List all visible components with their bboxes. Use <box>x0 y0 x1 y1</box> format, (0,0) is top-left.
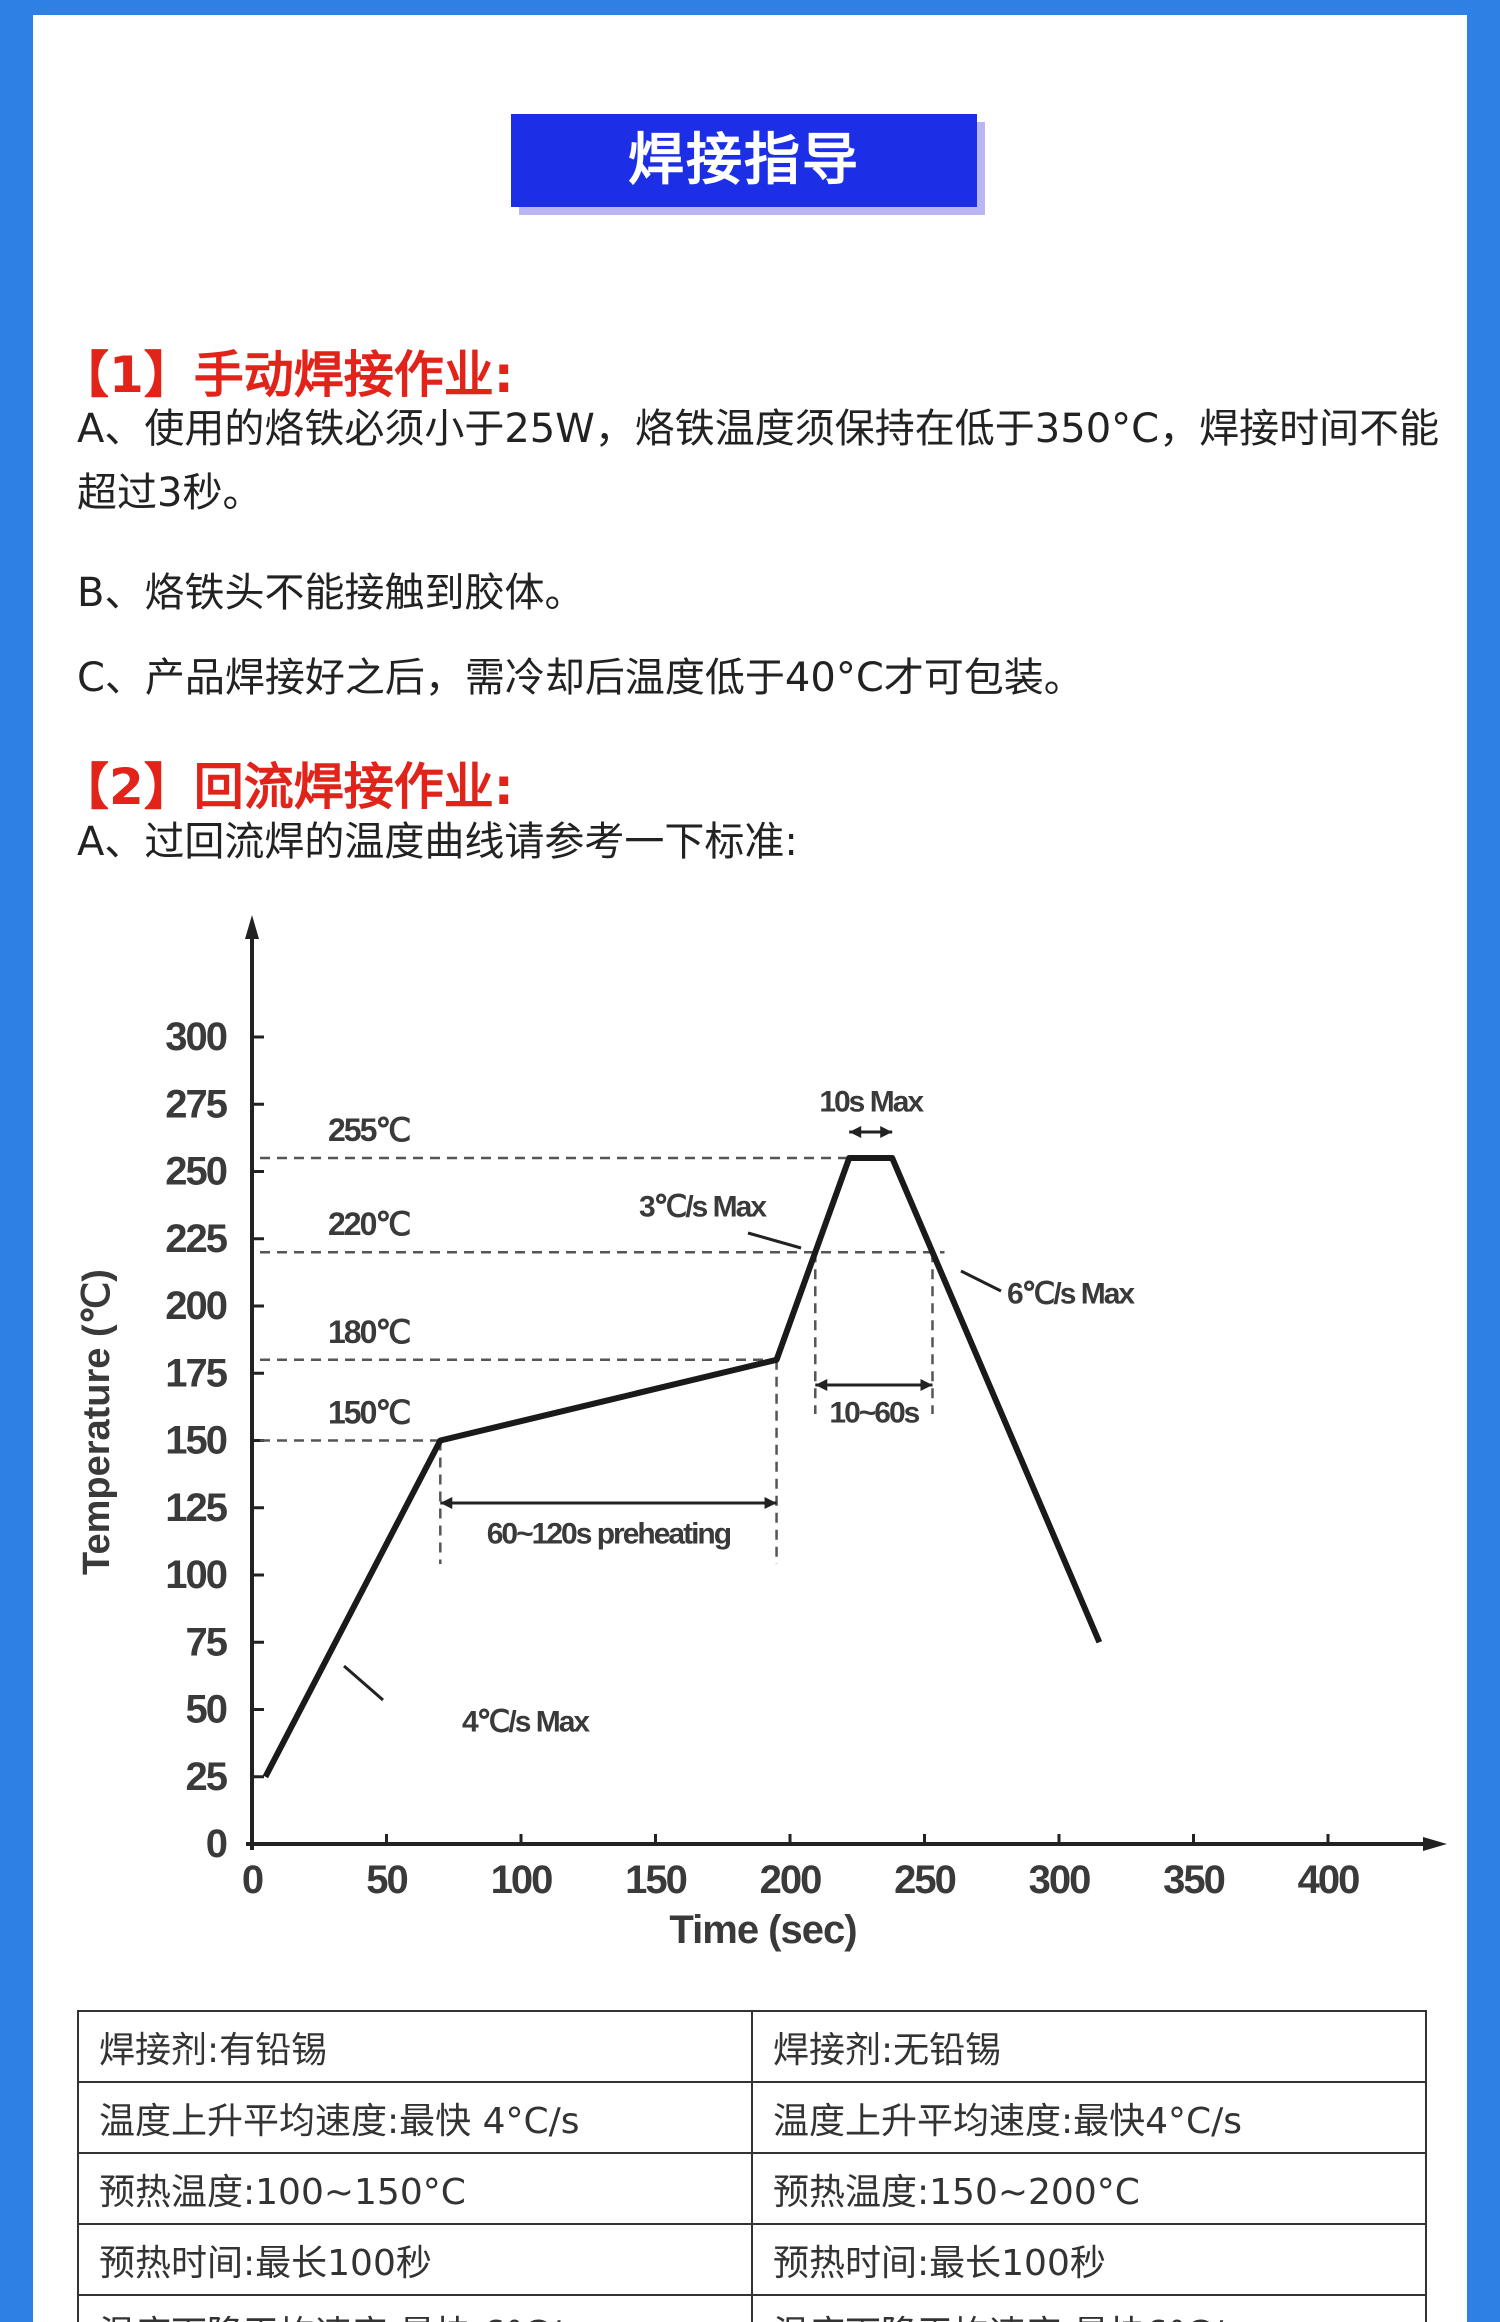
arrow-head <box>849 1126 893 1139</box>
x-tick-label: 400 <box>1298 1858 1359 1902</box>
paragraph: B、烙铁头不能接触到胶体。 <box>77 570 585 616</box>
y-tick-label: 275 <box>165 1082 227 1126</box>
y-tick-label: 75 <box>186 1620 228 1664</box>
table-cell: 预热时间:最长100秒 <box>77 2223 753 2296</box>
section-heading: 【1】手动焊接作业: <box>59 346 514 404</box>
x-axis-label: Time (sec) <box>669 1908 856 1952</box>
paragraph: A、过回流焊的温度曲线请参考一下标准: <box>77 819 798 865</box>
y-tick-label: 250 <box>165 1150 226 1194</box>
x-tick-label: 50 <box>366 1858 407 1902</box>
table-row: 预热温度:100~150°C 预热温度:150~200°C <box>77 2152 1427 2225</box>
y-tick-label: 175 <box>165 1351 227 1395</box>
annotation: 10~60s <box>829 1397 919 1430</box>
x-tick-label: 150 <box>625 1858 686 1902</box>
annotation: 3℃/s Max <box>639 1191 767 1224</box>
axis-arrow <box>1423 1837 1447 1851</box>
leader-line <box>960 1269 1002 1293</box>
y-tick-label: 300 <box>165 1015 226 1059</box>
reference-label: 220℃ <box>328 1206 410 1242</box>
paragraph: C、产品焊接好之后，需冷却后温度低于40°C才可包装。 <box>77 655 1084 701</box>
section-heading: 【2】回流焊接作业: <box>59 758 514 816</box>
table-cell: 焊接剂:有铅锡 <box>77 2010 753 2083</box>
annotation: 10s Max <box>819 1086 924 1119</box>
y-tick-label: 25 <box>186 1755 228 1799</box>
y-tick-label: 0 <box>206 1822 227 1866</box>
y-tick-label: 200 <box>165 1284 226 1328</box>
temperature-curve <box>262 1155 1103 1779</box>
leader-line <box>747 1231 802 1250</box>
annotation: 4℃/s Max <box>462 1706 590 1739</box>
table-cell: 预热温度:150~200°C <box>751 2152 1427 2225</box>
table: 焊接剂:有铅锡 焊接剂:无铅锡 温度上升平均速度:最快 4°C/s 温度上升平均速度:… <box>77 2010 1427 2322</box>
leader-line <box>343 1664 384 1702</box>
y-tick-label: 100 <box>165 1553 226 1597</box>
reference-label: 150℃ <box>328 1395 410 1431</box>
table-cell: 焊接剂:无铅锡 <box>751 2010 1427 2083</box>
table-row: 温度上升平均速度:最快 4°C/s 温度上升平均速度:最快4°C/s <box>77 2081 1427 2154</box>
table-cell: 温度上升平均速度:最快 4°C/s <box>77 2081 753 2154</box>
y-tick-label: 50 <box>186 1688 227 1732</box>
table-cell: 预热温度:100~150°C <box>77 2152 753 2225</box>
table-cell: 温度下降平均速度:最快6°C/s <box>751 2294 1427 2322</box>
y-tick-label: 150 <box>165 1419 226 1463</box>
y-tick-label: 225 <box>165 1217 227 1261</box>
axis-arrow <box>245 915 259 939</box>
paragraph: A、使用的烙铁必须小于25W，烙铁温度须保持在低于350°C，焊接时间不能超过3… <box>77 406 1440 516</box>
panel: 焊接指导 【1】手动焊接作业: A、使用的烙铁必须小于25W，烙铁温度须保持在低… <box>33 15 1467 2322</box>
x-tick-label: 0 <box>242 1858 263 1902</box>
table-row: 焊接剂:有铅锡 焊接剂:无铅锡 <box>77 2010 1427 2083</box>
table-row: 预热时间:最长100秒 预热时间:最长100秒 <box>77 2223 1427 2296</box>
arrow-head <box>815 1379 933 1391</box>
x-tick-label: 100 <box>491 1858 552 1902</box>
table-cell: 预热时间:最长100秒 <box>751 2223 1427 2296</box>
x-tick-label: 300 <box>1029 1858 1090 1902</box>
table-cell: 温度上升平均速度:最快4°C/s <box>751 2081 1427 2154</box>
annotation: 6℃/s Max <box>1007 1278 1135 1311</box>
reference-label: 255℃ <box>328 1112 410 1148</box>
title: 焊接指导 <box>511 114 977 207</box>
x-tick-label: 350 <box>1163 1858 1224 1902</box>
reference-label: 180℃ <box>328 1314 410 1350</box>
annotation: 60~120s preheating <box>487 1518 731 1551</box>
y-axis-label: Temperature (℃) <box>76 1269 118 1575</box>
y-tick-label: 125 <box>165 1486 227 1530</box>
x-tick-label: 200 <box>760 1858 821 1902</box>
x-tick-label: 250 <box>894 1858 955 1902</box>
table-row: 温度下降平均速度:最快 6°C/s温度下降平均速度:最快6°C/s <box>77 2294 1427 2322</box>
table-cell: 温度下降平均速度:最快 6°C/s <box>77 2294 753 2322</box>
chart: 0 25 50 75 100 125 150 175 200 225 250 275 300 0 50 100… <box>76 915 1447 1952</box>
